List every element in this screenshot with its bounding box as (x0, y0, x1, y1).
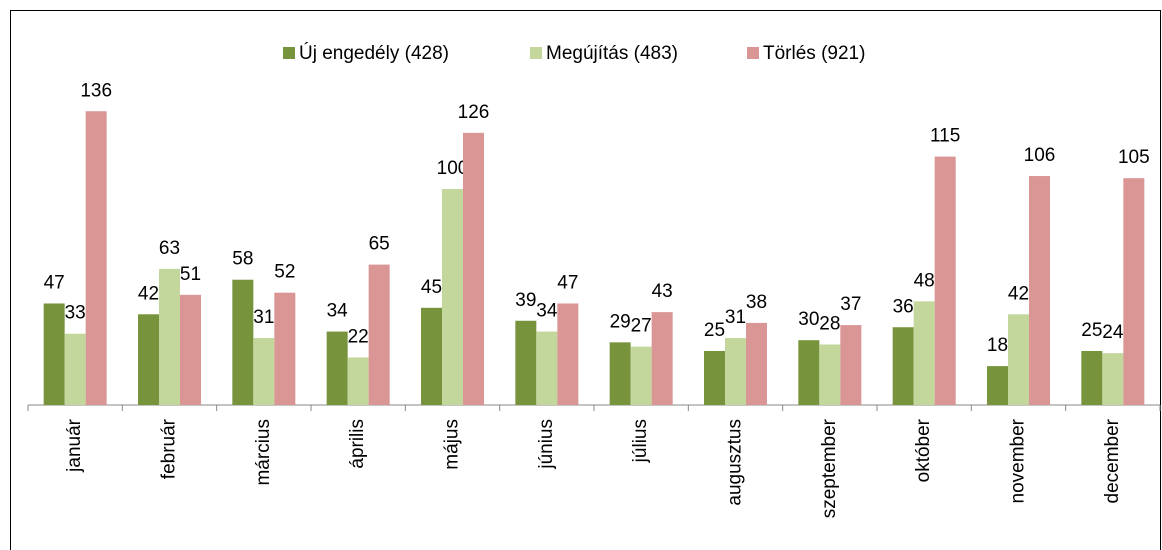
bar (1081, 351, 1103, 405)
bar (609, 342, 631, 405)
bar (138, 314, 159, 405)
bar (1008, 314, 1029, 405)
legend-label: Törlés (921) (763, 43, 865, 64)
bar (347, 357, 369, 405)
data-label: 47 (44, 272, 65, 293)
bar (232, 279, 254, 405)
data-label: 105 (1118, 147, 1150, 168)
data-label: 48 (914, 270, 935, 291)
data-label: 51 (180, 264, 201, 285)
legend-swatch (530, 47, 542, 59)
bar (987, 366, 1008, 405)
bar (43, 303, 65, 405)
data-label: 30 (798, 309, 819, 330)
data-label: 58 (232, 249, 253, 270)
data-label: 115 (930, 126, 960, 147)
legend-label: Megújítás (483) (546, 43, 678, 64)
x-tick-label: november (1008, 418, 1029, 503)
bar (536, 331, 558, 405)
bar (892, 327, 914, 405)
legend-swatch (283, 47, 295, 59)
data-label: 100 (437, 158, 469, 179)
data-label: 45 (421, 277, 442, 298)
data-label: 18 (987, 335, 1008, 356)
x-tick-label: december (1102, 418, 1123, 503)
data-label: 36 (893, 296, 914, 317)
data-label: 24 (1102, 322, 1124, 343)
bar (326, 331, 348, 405)
data-label: 31 (253, 307, 274, 328)
data-label: 63 (159, 238, 180, 259)
bar (515, 320, 537, 405)
x-tick-label: augusztus (725, 419, 746, 506)
data-label: 47 (557, 272, 578, 293)
bar (442, 189, 463, 405)
bar (913, 301, 935, 405)
bar (704, 351, 725, 405)
x-tick-label: szeptember (819, 418, 840, 518)
data-label: 65 (369, 234, 390, 255)
x-tick-label: február (159, 418, 180, 479)
x-tick-label: március (253, 419, 274, 486)
bar (274, 292, 296, 405)
data-label: 136 (80, 80, 112, 101)
data-label: 52 (274, 262, 295, 283)
bar (1029, 176, 1050, 405)
x-tick-label: január (64, 418, 85, 472)
x-tick-label: április (347, 419, 368, 469)
bar (557, 303, 579, 405)
bar (368, 264, 390, 405)
data-label: 106 (1024, 145, 1056, 166)
data-label: 27 (631, 316, 652, 337)
bar (630, 346, 652, 405)
bar (85, 111, 107, 406)
bar (64, 333, 86, 405)
bar (1123, 178, 1145, 405)
data-label: 39 (515, 290, 536, 311)
data-label: 33 (65, 303, 86, 324)
data-label: 126 (458, 102, 490, 123)
data-label: 25 (704, 320, 725, 341)
bar (253, 338, 275, 405)
bar (840, 325, 862, 405)
data-label: 28 (819, 314, 840, 335)
data-label: 43 (652, 281, 673, 302)
bar (421, 307, 442, 405)
data-label: 22 (348, 326, 369, 347)
bar (159, 268, 180, 405)
data-label: 42 (1008, 283, 1029, 304)
x-tick-label: október (913, 418, 934, 482)
bar (746, 322, 767, 405)
bar (180, 294, 201, 405)
data-label: 42 (138, 283, 159, 304)
data-label: 29 (610, 311, 631, 332)
bar (725, 338, 746, 405)
bar (651, 312, 673, 405)
x-tick-label: június (536, 419, 557, 470)
bar (819, 344, 841, 405)
legend-swatch (747, 47, 759, 59)
bar (1102, 353, 1124, 405)
bar (463, 132, 484, 405)
data-label: 37 (840, 294, 861, 315)
data-label: 38 (746, 292, 767, 313)
x-tick-label: július (630, 419, 651, 463)
x-tick-label: május (442, 419, 463, 470)
legend-label: Új engedély (428) (299, 42, 449, 64)
data-label: 34 (536, 301, 558, 322)
data-label: 34 (327, 301, 349, 322)
chart-border (10, 10, 1161, 550)
data-label: 31 (725, 307, 746, 328)
bar (798, 340, 820, 405)
bar (934, 156, 956, 405)
data-label: 25 (1081, 320, 1102, 341)
